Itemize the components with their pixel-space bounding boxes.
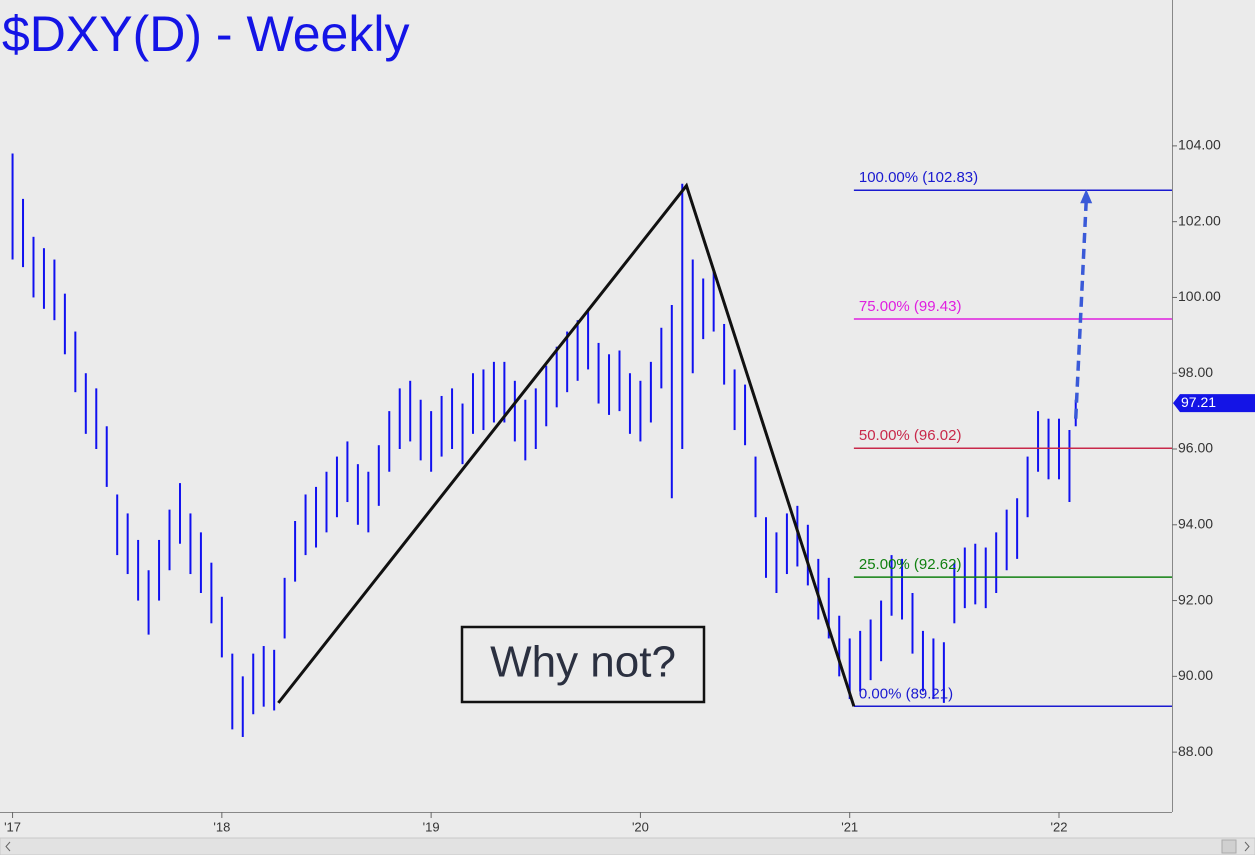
x-tick-label: '19 — [423, 819, 440, 834]
y-tick-label: 102.00 — [1178, 212, 1221, 228]
scroll-left[interactable] — [5, 841, 11, 852]
last-price-label: 97.21 — [1181, 394, 1216, 410]
x-tick-label: '17 — [4, 819, 21, 834]
y-tick-label: 88.00 — [1178, 743, 1213, 759]
fib-label: 50.00% (96.02) — [859, 427, 962, 444]
annotation: Why not? — [490, 638, 676, 687]
y-tick-label: 100.00 — [1178, 288, 1221, 304]
arrow-head — [1080, 189, 1093, 204]
scroll-thumb[interactable] — [1221, 839, 1237, 854]
annotation-box — [460, 625, 706, 704]
chart-title: $DXY(D) - Weekly — [2, 6, 409, 62]
fib-label: 75.00% (99.43) — [859, 298, 962, 315]
fib-label: 25.00% (92.62) — [859, 556, 962, 573]
projection-arrow — [1073, 201, 1088, 419]
y-tick-label: 104.00 — [1178, 137, 1221, 153]
scroll-right[interactable] — [1244, 841, 1250, 852]
x-tick-label: '22 — [1051, 819, 1068, 834]
y-tick-label: 98.00 — [1178, 364, 1213, 380]
last-price-tag — [1173, 394, 1255, 413]
y-tick-label: 92.00 — [1178, 591, 1213, 607]
y-tick-label: 96.00 — [1178, 440, 1213, 456]
fib-label: 0.00% (89.21) — [859, 685, 953, 702]
fib-label: 100.00% (102.83) — [859, 169, 978, 186]
x-tick-label: '20 — [632, 819, 649, 834]
y-tick-label: 90.00 — [1178, 667, 1213, 683]
scrollbar[interactable] — [0, 837, 1255, 855]
trendline — [277, 182, 856, 707]
y-tick-label: 94.00 — [1178, 515, 1213, 531]
x-tick-label: '18 — [213, 819, 230, 834]
x-tick-label: '21 — [841, 819, 858, 834]
